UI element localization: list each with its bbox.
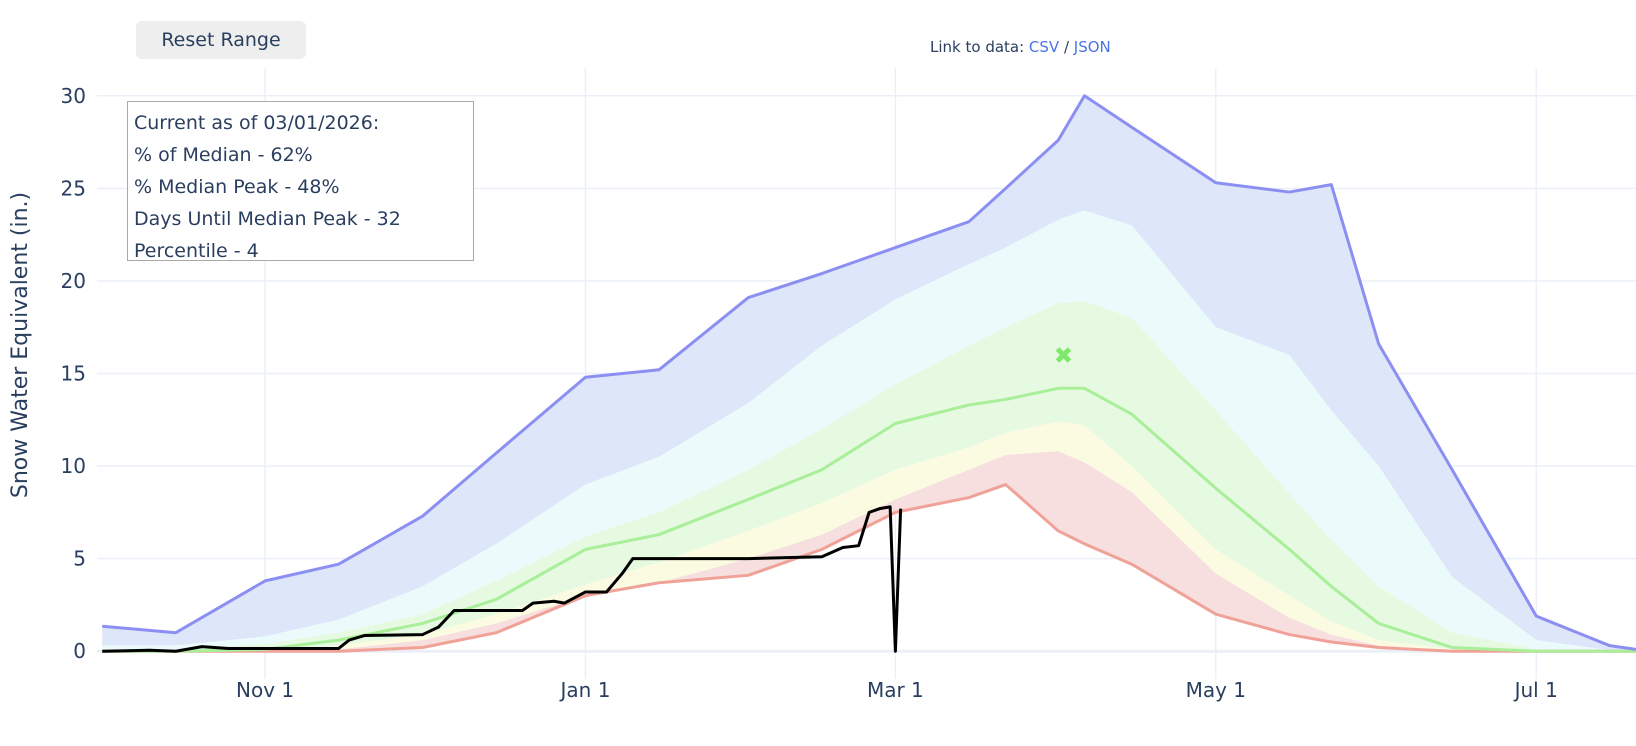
csv-link[interactable]: CSV [1028,38,1060,56]
y-axis-title: Snow Water Equivalent (in.) [8,192,33,498]
y-tick-label: 5 [73,547,86,571]
band-70th-to-30th [102,301,1636,652]
y-tick-label: 20 [61,269,86,293]
y-tick-label: 10 [61,454,86,478]
band-90th-to-70th [102,210,1636,652]
annotation-line-pct-median-peak: % Median Peak - 48% [134,176,340,198]
x-tick-label: Jan 1 [559,678,611,702]
x-tick-label: Mar 1 [867,678,924,702]
data-links-separator: / [1059,38,1074,56]
annotation-line-percentile: Percentile - 4 [134,240,259,262]
percentile-bands [102,95,1636,652]
band-max-to-90th [102,95,1636,652]
json-link[interactable]: JSON [1073,38,1111,56]
y-axis-ticks: 0 5 10 15 20 25 30 [61,84,86,663]
x-tick-label: Jul 1 [1513,678,1558,702]
current-year-line [102,505,903,653]
x-tick-label: Nov 1 [236,678,294,702]
max-line [102,94,1636,651]
median-peak-marker-icon [1055,347,1072,363]
band-30th-to-10th [102,421,1636,652]
min-line [102,483,1636,653]
annotation-line-days-until-peak: Days Until Median Peak - 32 [134,208,401,230]
x-axis-ticks: Nov 1 Jan 1 Mar 1 May 1 Jul 1 [236,678,1558,702]
band-10th-to-min [102,451,1636,652]
markers [1055,347,1072,363]
x-tick-label: May 1 [1186,678,1246,702]
reset-range-button[interactable]: Reset Range [136,21,306,59]
y-tick-label: 30 [61,84,86,108]
annotation-line-pct-median: % of Median - 62% [134,144,313,166]
y-tick-label: 15 [61,362,86,386]
annotation-line-date: Current as of 03/01/2026: [134,112,380,134]
y-tick-label: 0 [73,639,86,663]
data-links-prefix: Link to data: [930,38,1029,56]
y-tick-label: 25 [61,176,86,200]
median-line [102,386,1636,653]
data-links: Link to data: CSV / JSON [930,38,1111,56]
current-status-annotation: Current as of 03/01/2026: % of Median - … [127,101,474,262]
series-lines [102,94,1636,653]
